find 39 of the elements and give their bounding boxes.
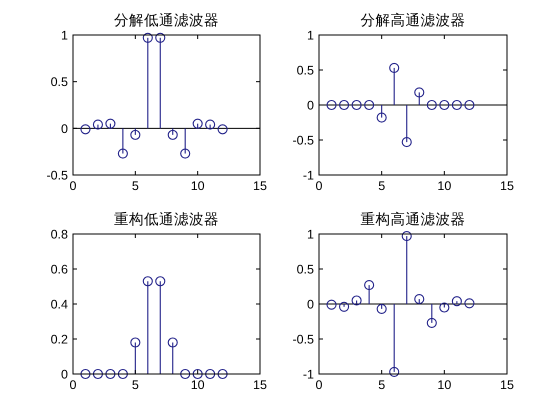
y-tick-label: -1 xyxy=(302,368,314,382)
y-tick-label: 0.2 xyxy=(50,332,68,346)
x-tick-label: 15 xyxy=(253,378,267,392)
x-tick-label: 10 xyxy=(437,179,452,193)
y-tick-label: 0.5 xyxy=(50,75,68,90)
x-tick-label: 15 xyxy=(500,179,514,193)
y-tick-label: 0.5 xyxy=(296,64,314,78)
x-tick-label: 5 xyxy=(378,378,386,392)
y-tick-label: -0.5 xyxy=(46,168,68,182)
y-tick-label: 0.4 xyxy=(50,298,68,312)
y-tick-label: 0 xyxy=(307,298,314,312)
chart-title: 重构高通滤波器 xyxy=(360,211,466,228)
y-tick-label: -0.5 xyxy=(292,332,314,346)
y-tick-label: 1 xyxy=(61,28,68,42)
y-tick-label: 0 xyxy=(61,122,68,136)
x-tick-label: 10 xyxy=(190,179,205,193)
x-tick-label: 0 xyxy=(70,378,77,392)
chart-title: 分解低通滤波器 xyxy=(114,12,219,29)
x-tick-label: 5 xyxy=(378,179,386,193)
y-tick-label: 1 xyxy=(307,28,314,42)
chart-title: 分解高通滤波器 xyxy=(360,12,466,29)
x-tick-label: 10 xyxy=(190,378,205,392)
x-tick-label: 5 xyxy=(132,378,139,392)
y-tick-label: 0 xyxy=(307,98,314,112)
y-tick-label: 1 xyxy=(307,228,314,242)
y-tick-label: 0.5 xyxy=(296,262,314,276)
y-tick-label: -1 xyxy=(302,168,314,182)
x-tick-label: 0 xyxy=(316,378,323,392)
chart-title: 重构低通滤波器 xyxy=(114,211,219,228)
x-tick-label: 15 xyxy=(253,179,267,193)
y-tick-label: 0.8 xyxy=(50,228,68,242)
y-tick-label: 0 xyxy=(61,368,68,382)
y-tick-label: -0.5 xyxy=(292,134,314,148)
y-tick-label: 0.6 xyxy=(50,262,68,276)
x-tick-label: 10 xyxy=(437,378,452,392)
x-tick-label: 15 xyxy=(500,378,514,392)
x-tick-label: 5 xyxy=(132,179,139,193)
x-tick-label: 0 xyxy=(70,179,77,193)
x-tick-label: 0 xyxy=(316,179,323,193)
